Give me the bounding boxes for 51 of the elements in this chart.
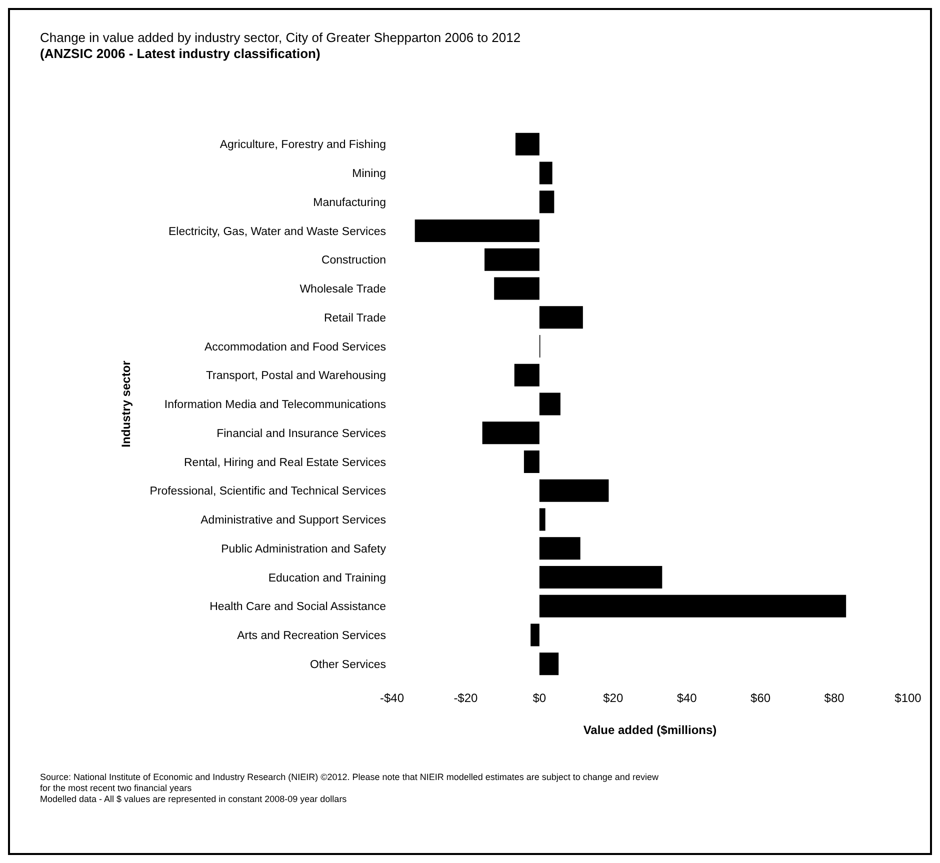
bar	[539, 537, 580, 560]
y-tick-label: Retail Trade	[324, 312, 386, 324]
bar	[494, 277, 540, 300]
bar	[514, 364, 540, 386]
y-tick-label: Manufacturing	[313, 196, 386, 209]
x-tick-label: $20	[603, 691, 624, 705]
y-tick-label: Information Media and Telecommunications	[164, 399, 386, 412]
bar	[524, 450, 540, 474]
y-tick-label: Education and Training	[268, 572, 386, 584]
bar	[539, 392, 560, 416]
bar	[539, 594, 846, 618]
bar	[539, 566, 662, 588]
bar	[530, 624, 540, 646]
x-tick-label: -$20	[454, 691, 478, 705]
y-tick-label: Agriculture, Forestry and Fishing	[220, 139, 386, 152]
x-tick-label: $40	[676, 691, 698, 705]
y-tick-label: Public Administration and Safety	[221, 543, 386, 556]
x-tick-label: $80	[824, 691, 845, 705]
source-note: Source: National Institute of Economic and Industry Research (NIEIR) ©2012. Please note that NIEIR modelled estimates are subject to change and review for the most recent two financial years	[40, 772, 659, 793]
y-tick-label: Financial and Insurance Services	[216, 428, 386, 440]
y-tick-label: Health Care and Social Assistance	[210, 601, 386, 614]
bar	[539, 306, 583, 329]
y-tick-label: Professional, Scientific and Technical Services	[150, 486, 386, 498]
y-tick-label: Other Services	[310, 658, 386, 671]
bar	[539, 479, 609, 502]
y-tick-label: Mining	[352, 168, 386, 180]
y-tick-label: Accommodation and Food Services	[204, 341, 386, 354]
y-tick-label: Electricity, Gas, Water and Waste Services	[168, 226, 386, 238]
bar	[482, 422, 540, 444]
text: Change in value added by industry sector, City of Greater Shepparton 2006 to 2012	[40, 30, 521, 45]
bar	[515, 132, 540, 156]
x-tick-label: $0	[532, 691, 546, 705]
y-tick-label: Wholesale Trade	[300, 284, 386, 296]
y-tick-label: Arts and Recreation Services	[237, 630, 386, 642]
x-axis-title: Value added ($millions)	[583, 723, 717, 737]
y-tick-label: Construction	[321, 254, 386, 267]
bar	[414, 220, 540, 242]
text: (ANZSIC 2006 - Latest industry classification)	[40, 46, 320, 61]
text: Modelled data - All $ values are represented in constant 2008-09 year dollars	[40, 794, 348, 804]
bar	[484, 248, 540, 271]
bar	[539, 508, 546, 531]
y-tick-label: Transport, Postal and Warehousing	[206, 370, 386, 382]
x-tick-label: -$40	[380, 691, 404, 705]
y-tick-label: Administrative and Support Services	[200, 514, 386, 527]
y-tick-label: Rental, Hiring and Real Estate Services	[184, 456, 386, 469]
x-tick-label: $60	[750, 691, 771, 705]
bar	[539, 652, 559, 676]
bar	[539, 162, 552, 184]
y-axis-title: Industry sector	[119, 360, 133, 448]
bar	[539, 190, 554, 214]
x-tick-label: $100	[894, 691, 922, 705]
